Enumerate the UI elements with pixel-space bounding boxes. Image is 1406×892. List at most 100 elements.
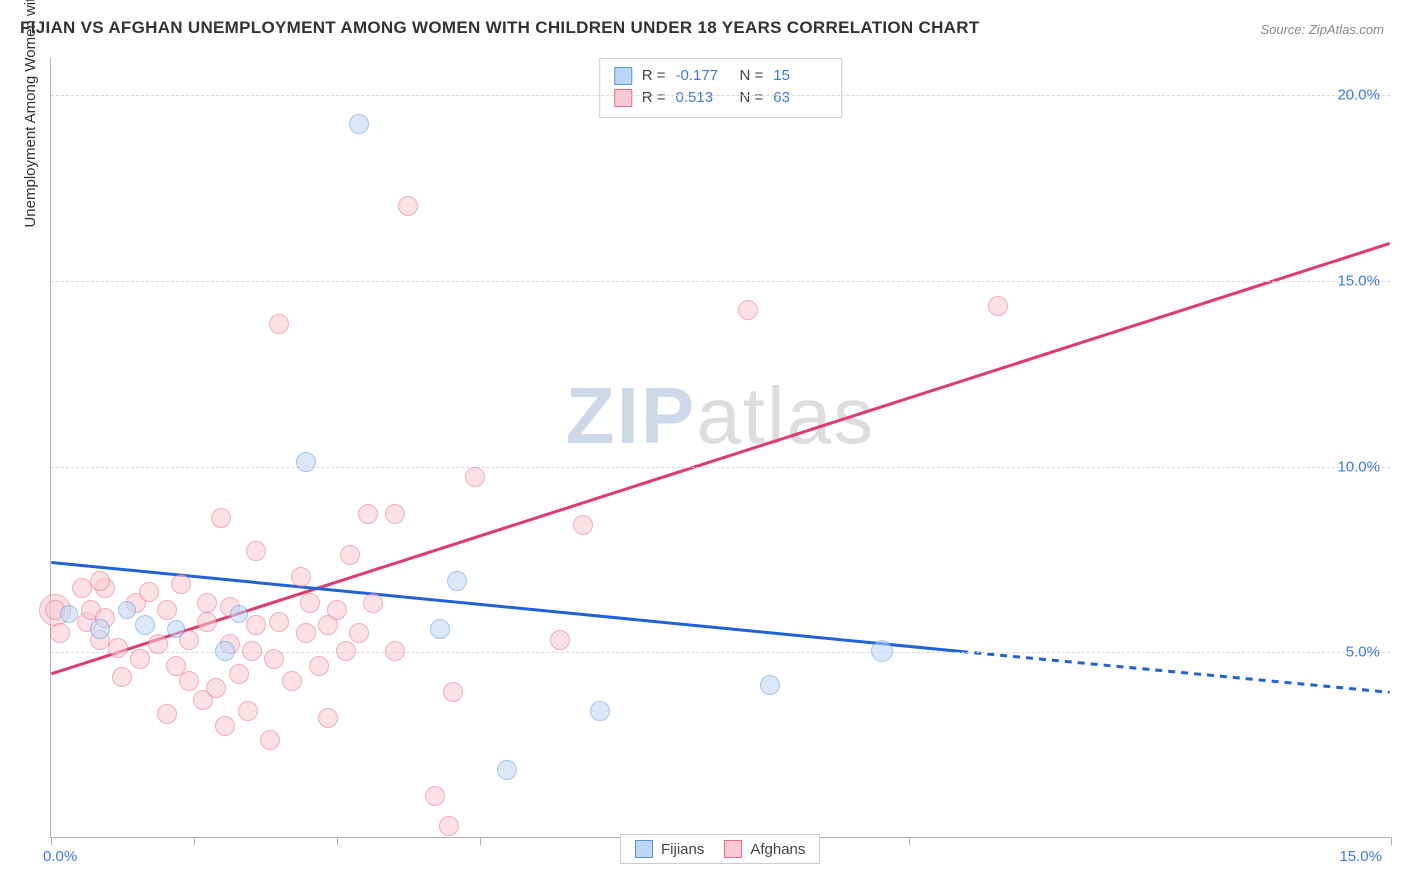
source-name: ZipAtlas.com	[1309, 22, 1384, 37]
trend-lines-layer	[51, 58, 1390, 837]
watermark: ZIPatlas	[566, 370, 875, 462]
scatter-point-fijians	[296, 452, 316, 472]
source-attribution: Source: ZipAtlas.com	[1260, 22, 1384, 37]
scatter-point-afghans	[363, 593, 383, 613]
scatter-point-afghans	[260, 730, 280, 750]
ytick-label: 15.0%	[1337, 272, 1380, 289]
stat-r-label: R =	[642, 65, 666, 87]
gridline-h	[51, 281, 1390, 282]
scatter-point-afghans	[171, 574, 191, 594]
stats-box: R = -0.177 N = 15R = 0.513 N = 63	[599, 58, 843, 118]
xtick-label: 0.0%	[43, 848, 77, 865]
scatter-point-afghans	[296, 623, 316, 643]
scatter-point-afghans	[988, 296, 1008, 316]
trend-line	[961, 652, 1389, 693]
scatter-point-afghans	[425, 786, 445, 806]
stat-n-value: 63	[773, 87, 827, 109]
stats-row: R =0.513N =63	[614, 87, 828, 109]
scatter-point-afghans	[269, 314, 289, 334]
scatter-point-fijians	[760, 675, 780, 695]
scatter-point-afghans	[197, 612, 217, 632]
chart-title: FIJIAN VS AFGHAN UNEMPLOYMENT AMONG WOME…	[20, 18, 980, 38]
xtick	[337, 837, 338, 845]
scatter-point-afghans	[349, 623, 369, 643]
scatter-point-fijians	[497, 760, 517, 780]
scatter-point-afghans	[573, 515, 593, 535]
legend-item: Fijians	[635, 840, 704, 858]
scatter-point-fijians	[90, 619, 110, 639]
scatter-point-afghans	[439, 816, 459, 836]
scatter-point-afghans	[242, 641, 262, 661]
source-prefix: Source:	[1260, 22, 1308, 37]
scatter-point-afghans	[246, 615, 266, 635]
scatter-point-afghans	[327, 600, 347, 620]
scatter-point-afghans	[157, 704, 177, 724]
scatter-point-afghans	[358, 504, 378, 524]
scatter-point-afghans	[197, 593, 217, 613]
scatter-point-afghans	[264, 649, 284, 669]
legend-label: Fijians	[661, 841, 704, 858]
xtick	[194, 837, 195, 845]
ytick-label: 20.0%	[1337, 87, 1380, 104]
scatter-point-fijians	[447, 571, 467, 591]
scatter-point-fijians	[167, 620, 185, 638]
xtick	[51, 837, 52, 845]
watermark-atlas: atlas	[696, 371, 875, 460]
scatter-point-afghans	[385, 641, 405, 661]
scatter-point-afghans	[139, 582, 159, 602]
legend: Fijians Afghans	[620, 834, 820, 864]
trend-line	[51, 243, 1389, 673]
stat-r-value: -0.177	[676, 65, 730, 87]
stat-n-value: 15	[773, 65, 827, 87]
scatter-point-fijians	[135, 615, 155, 635]
scatter-point-afghans	[206, 678, 226, 698]
xtick	[480, 837, 481, 845]
legend-swatch	[724, 840, 742, 858]
scatter-point-fijians	[215, 641, 235, 661]
legend-swatch	[614, 89, 632, 107]
scatter-point-afghans	[300, 593, 320, 613]
scatter-point-afghans	[336, 641, 356, 661]
scatter-point-afghans	[385, 504, 405, 524]
scatter-point-afghans	[282, 671, 302, 691]
plot-area: ZIPatlas R = -0.177 N = 15R = 0.513 N = 63 5.0…	[50, 58, 1390, 838]
legend-item: Afghans	[724, 840, 805, 858]
stat-r-label: R =	[642, 87, 666, 109]
scatter-point-afghans	[309, 656, 329, 676]
stat-n-label: N =	[740, 65, 764, 87]
stat-r-value: 0.513	[676, 87, 730, 109]
scatter-point-afghans	[340, 545, 360, 565]
scatter-point-fijians	[430, 619, 450, 639]
scatter-point-afghans	[465, 467, 485, 487]
scatter-point-fijians	[871, 640, 893, 662]
scatter-point-afghans	[318, 708, 338, 728]
legend-label: Afghans	[750, 841, 805, 858]
y-axis-label: Unemployment Among Women with Children U…	[22, 0, 39, 228]
legend-swatch	[614, 67, 632, 85]
scatter-point-afghans	[398, 196, 418, 216]
gridline-h	[51, 467, 1390, 468]
scatter-point-fijians	[349, 114, 369, 134]
ytick-label: 5.0%	[1346, 644, 1380, 661]
xtick	[1391, 837, 1392, 845]
ytick-label: 10.0%	[1337, 458, 1380, 475]
gridline-h	[51, 95, 1390, 96]
scatter-point-afghans	[246, 541, 266, 561]
watermark-zip: ZIP	[566, 371, 696, 460]
scatter-point-afghans	[112, 667, 132, 687]
scatter-point-fijians	[118, 601, 136, 619]
scatter-point-afghans	[238, 701, 258, 721]
scatter-point-afghans	[179, 671, 199, 691]
scatter-point-afghans	[50, 623, 70, 643]
stats-row: R = -0.177 N = 15	[614, 65, 828, 87]
scatter-point-afghans	[738, 300, 758, 320]
scatter-point-afghans	[148, 634, 168, 654]
legend-swatch	[635, 840, 653, 858]
scatter-point-afghans	[215, 716, 235, 736]
scatter-point-afghans	[211, 508, 231, 528]
xtick	[909, 837, 910, 845]
scatter-point-fijians	[230, 605, 248, 623]
scatter-point-fijians	[590, 701, 610, 721]
scatter-point-afghans	[108, 638, 128, 658]
scatter-point-afghans	[90, 571, 110, 591]
